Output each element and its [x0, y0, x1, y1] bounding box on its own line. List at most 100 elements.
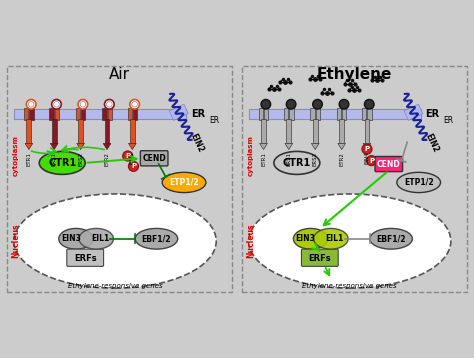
Text: ER: ER: [209, 116, 219, 125]
Text: ERS2: ERS2: [78, 152, 83, 166]
Polygon shape: [169, 104, 188, 120]
Bar: [133, 108, 137, 120]
Bar: [316, 108, 320, 120]
Ellipse shape: [314, 228, 348, 249]
Text: cytoplasm: cytoplasm: [248, 136, 254, 176]
Text: CEND: CEND: [377, 160, 401, 169]
FancyBboxPatch shape: [67, 249, 104, 266]
Bar: [286, 119, 291, 143]
Circle shape: [128, 161, 138, 171]
Text: ERS1: ERS1: [52, 152, 57, 166]
Ellipse shape: [135, 228, 178, 249]
Bar: [367, 108, 372, 120]
FancyBboxPatch shape: [301, 249, 338, 266]
Text: EIN4: EIN4: [365, 152, 369, 164]
Polygon shape: [128, 143, 136, 150]
Polygon shape: [311, 143, 319, 150]
Bar: [259, 108, 263, 120]
Bar: [55, 108, 59, 120]
Text: Ethylene-responsive genes: Ethylene-responsive genes: [68, 283, 163, 289]
Bar: [342, 108, 346, 120]
Text: EIL1: EIL1: [326, 234, 344, 243]
Ellipse shape: [397, 172, 440, 193]
Text: CTR1: CTR1: [48, 158, 76, 168]
Bar: [27, 119, 31, 143]
Circle shape: [261, 100, 271, 109]
Bar: [310, 108, 315, 120]
Bar: [365, 119, 369, 143]
Text: P: P: [365, 146, 370, 152]
Text: P: P: [131, 163, 136, 169]
Text: EIN4: EIN4: [130, 152, 135, 164]
Bar: [102, 108, 107, 120]
Circle shape: [362, 144, 372, 154]
Polygon shape: [25, 143, 33, 150]
Polygon shape: [285, 143, 293, 150]
Polygon shape: [338, 143, 346, 150]
Text: cytoplasm: cytoplasm: [13, 136, 19, 176]
Circle shape: [52, 100, 61, 109]
Circle shape: [313, 100, 322, 109]
Ellipse shape: [370, 228, 412, 249]
Bar: [289, 108, 293, 120]
Polygon shape: [103, 143, 111, 150]
Text: Nucleus: Nucleus: [246, 224, 255, 258]
Text: ETR2: ETR2: [105, 152, 109, 166]
Bar: [81, 108, 85, 120]
Text: ER: ER: [191, 109, 205, 119]
Text: ERS2: ERS2: [313, 152, 318, 166]
Bar: [76, 108, 80, 120]
Text: EIN3: EIN3: [296, 234, 316, 243]
Bar: [29, 108, 34, 120]
Text: ERS1: ERS1: [286, 152, 292, 166]
Bar: [339, 119, 344, 143]
Text: EIN2: EIN2: [423, 132, 439, 154]
Polygon shape: [77, 143, 84, 150]
Text: ETP1/2: ETP1/2: [404, 178, 434, 187]
Polygon shape: [260, 143, 267, 150]
Bar: [78, 119, 83, 143]
Circle shape: [123, 151, 133, 161]
Bar: [264, 108, 268, 120]
Text: CTR1: CTR1: [283, 158, 311, 168]
Text: CEND: CEND: [142, 154, 166, 163]
Bar: [284, 108, 288, 120]
Bar: [130, 119, 135, 143]
Text: P: P: [125, 153, 130, 159]
Ellipse shape: [14, 194, 216, 288]
Text: Nucleus: Nucleus: [12, 224, 21, 258]
Text: ERFs: ERFs: [309, 254, 331, 263]
Bar: [337, 108, 341, 120]
Polygon shape: [404, 104, 423, 120]
Text: P: P: [369, 158, 374, 164]
Text: Ethylene-responsive genes: Ethylene-responsive genes: [302, 283, 397, 289]
Ellipse shape: [274, 151, 320, 174]
Circle shape: [365, 100, 374, 109]
Circle shape: [27, 100, 36, 109]
Circle shape: [286, 100, 296, 109]
Bar: [14, 109, 186, 119]
Text: ETP1/2: ETP1/2: [169, 178, 199, 187]
FancyBboxPatch shape: [140, 151, 168, 166]
Text: EBF1/2: EBF1/2: [142, 234, 171, 243]
Text: EIL1: EIL1: [91, 234, 109, 243]
Circle shape: [339, 100, 349, 109]
Bar: [49, 108, 54, 120]
Polygon shape: [363, 143, 371, 150]
Bar: [248, 109, 421, 119]
Ellipse shape: [248, 194, 451, 288]
Ellipse shape: [293, 228, 328, 249]
Ellipse shape: [59, 228, 93, 249]
Circle shape: [104, 100, 114, 109]
Text: Ethylene: Ethylene: [317, 67, 392, 82]
Text: ER: ER: [426, 109, 440, 119]
Bar: [128, 108, 132, 120]
FancyBboxPatch shape: [375, 156, 402, 171]
Text: ERFs: ERFs: [74, 254, 97, 263]
Ellipse shape: [39, 151, 85, 174]
Text: EIN2: EIN2: [189, 132, 205, 154]
Text: Air: Air: [109, 67, 130, 82]
Text: ETR1: ETR1: [261, 152, 266, 166]
Text: EBF1/2: EBF1/2: [376, 234, 406, 243]
Text: ETR1: ETR1: [27, 152, 31, 166]
